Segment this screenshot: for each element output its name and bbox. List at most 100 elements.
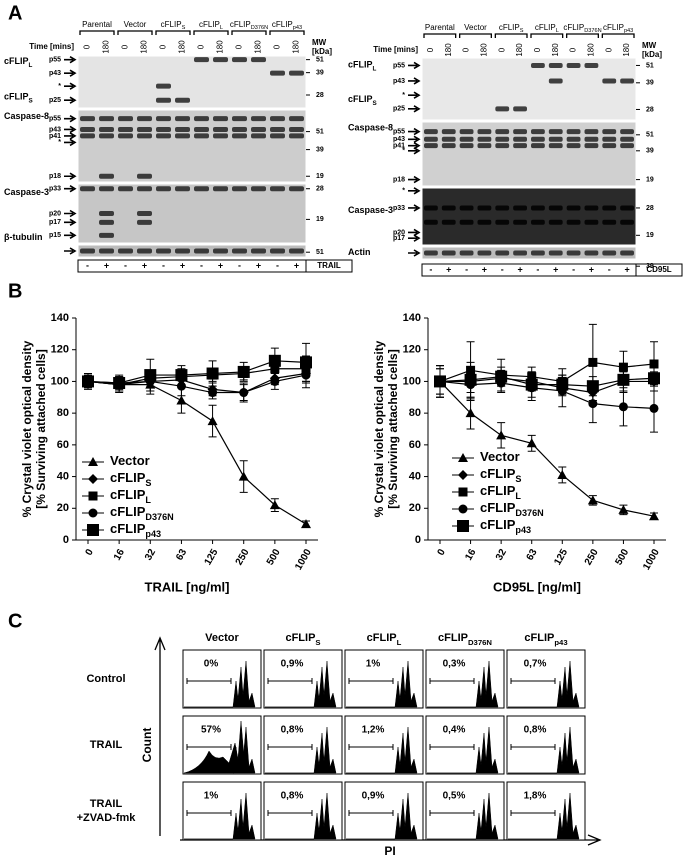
blot-band [495,129,510,135]
marker [237,365,250,378]
x-tick-label: 125 [203,547,221,567]
section-title: Caspase-8 [348,123,393,133]
blot-band [513,250,527,256]
mw-label: MW [312,38,327,47]
label-text: cFLIP [480,517,516,532]
band-label: p55 [49,56,61,63]
blot-band [459,143,474,149]
blot-band [602,250,617,256]
label-text: cFLIP [348,95,373,105]
y-tick-label: 80 [409,407,421,419]
blot-band [194,248,209,254]
treatment-sign: - [162,260,165,270]
blot-band [441,129,456,135]
time-value: 180 [178,40,187,54]
time-value: 180 [292,40,301,54]
blot-band [620,219,634,225]
mw-value: 19 [646,232,654,239]
treatment-sign: - [276,260,279,270]
treatment-name: CD95L [646,265,671,274]
time-value: 180 [622,43,631,57]
band-label: p33 [393,205,405,212]
blot-band [232,248,247,254]
section-title: cFLIPL [348,60,377,73]
group-bracket [269,30,305,35]
treatment-sign: - [238,260,241,270]
blot-band [441,219,456,225]
band-label: p25 [49,97,61,104]
row-label: Control [86,673,125,685]
time-value: 180 [480,43,489,57]
x-tick-label: 16 [463,547,478,563]
gate-percentage: 1,2% [362,725,385,736]
x-tick-label: 32 [143,547,158,563]
group-bracket [193,30,229,35]
treatment-box [77,259,307,273]
blot-band [602,205,617,211]
marker [587,495,598,505]
lane-group-label: cFLIPp43 [603,23,633,34]
group-bracket [155,30,191,35]
blot-band [513,106,527,112]
blot-band [137,133,152,139]
marker [588,399,598,409]
blot-band [620,143,634,149]
legend-label: cFLIPS [110,470,151,488]
blot-band [424,136,438,142]
band-arrow [408,187,421,195]
band-label: p18 [49,173,61,180]
mw-value: 51 [316,128,324,135]
mw-value: 51 [646,62,654,69]
blot-band [289,248,304,254]
time-value: 180 [216,40,225,54]
gate-percentage: 0,7% [524,659,547,670]
mw-value: 51 [646,132,654,139]
blot-band [175,133,190,139]
blot-band [548,136,563,142]
lane-group-label: cFLIPS [161,20,186,31]
treatment-sign: - [572,264,575,274]
blot-band [477,136,492,142]
blot-band [118,248,133,254]
label-subscript: S [315,638,320,647]
blot-band [584,62,599,68]
histogram-box [182,649,262,709]
blot-band [548,62,563,68]
marker [176,381,186,391]
blot-band [566,205,581,211]
time-value: 0 [273,44,282,49]
mw-value: 51 [316,249,324,256]
label-text: cFLIP [285,632,315,644]
gate-percentage: 0,4% [443,725,466,736]
blot-band [175,186,190,192]
blot-band [459,250,474,256]
blot-section [421,246,637,260]
blot-band [441,136,456,142]
label-text: cFLIP [230,20,251,29]
blot-band [477,219,492,225]
marker [175,369,188,382]
band-label: * [58,139,61,146]
band-arrow [64,114,77,123]
histogram [427,726,499,774]
blot-band [118,126,133,132]
time-value: 0 [235,44,244,49]
x-axis-label: TRAIL [ng/ml] [145,579,230,594]
y-tick-label: 20 [409,502,421,514]
blot-band [156,248,171,254]
y-tick-label: 120 [51,344,69,356]
marker [648,372,660,385]
time-value: 180 [551,43,560,57]
marker [495,370,508,383]
time-value: 180 [140,40,149,54]
band-arrow [408,147,421,155]
marker [82,375,94,388]
band-label: p17 [393,235,405,242]
label-subscript: D376N [584,28,601,34]
blot-band [232,133,247,139]
treatment-sign: - [501,264,504,274]
label-text: Parental [425,23,455,32]
y-tick-label: 40 [57,470,69,482]
section-title: cFLIPS [4,92,33,105]
label-subscript: S [520,28,524,34]
